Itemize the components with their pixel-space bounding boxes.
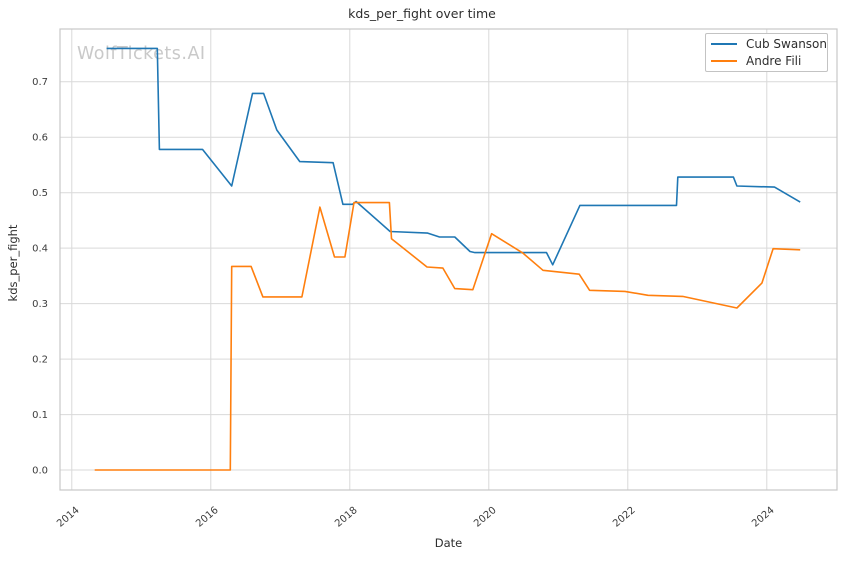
- x-tick-label-2014: 2014: [55, 505, 82, 530]
- y-tick-label-0.4: 0.4: [32, 244, 48, 255]
- y-axis-label: kds_per_fight: [6, 224, 20, 302]
- y-tick-label-0.7: 0.7: [32, 77, 48, 88]
- y-tick-label-0.3: 0.3: [32, 299, 48, 310]
- legend-item-cub-swanson: Cub Swanson: [711, 36, 827, 53]
- chart-title-text: kds_per_fight over time: [348, 6, 496, 21]
- x-tick-label-2018: 2018: [333, 505, 360, 530]
- y-tick-label-0.0: 0.0: [32, 466, 48, 477]
- y-tick-label-0.5: 0.5: [32, 188, 48, 199]
- plot-border: [59, 28, 838, 491]
- legend-label: Cub Swanson: [746, 37, 828, 52]
- x-tick-label-2024: 2024: [750, 505, 777, 530]
- series-line-andre-fili: [94, 201, 801, 471]
- series-line-cub-swanson: [106, 47, 801, 266]
- x-tick-label-2022: 2022: [611, 505, 638, 530]
- legend-line-sample: [711, 43, 737, 46]
- x-axis-label: Date: [434, 536, 463, 550]
- legend-item-andre-fili: Andre Fili: [711, 53, 822, 70]
- legend: Cub Swanson Andre Fili: [705, 33, 828, 72]
- y-tick-label-0.2: 0.2: [32, 355, 48, 366]
- chart-title: kds_per_fight over time: [0, 6, 844, 21]
- legend-label: Andre Fili: [746, 53, 802, 68]
- x-tick-label-2016: 2016: [194, 505, 221, 530]
- y-tick-label-0.6: 0.6: [32, 133, 48, 144]
- y-tick-label-0.1: 0.1: [32, 410, 48, 421]
- legend-line-sample: [711, 59, 737, 62]
- x-tick-label-2020: 2020: [472, 505, 499, 530]
